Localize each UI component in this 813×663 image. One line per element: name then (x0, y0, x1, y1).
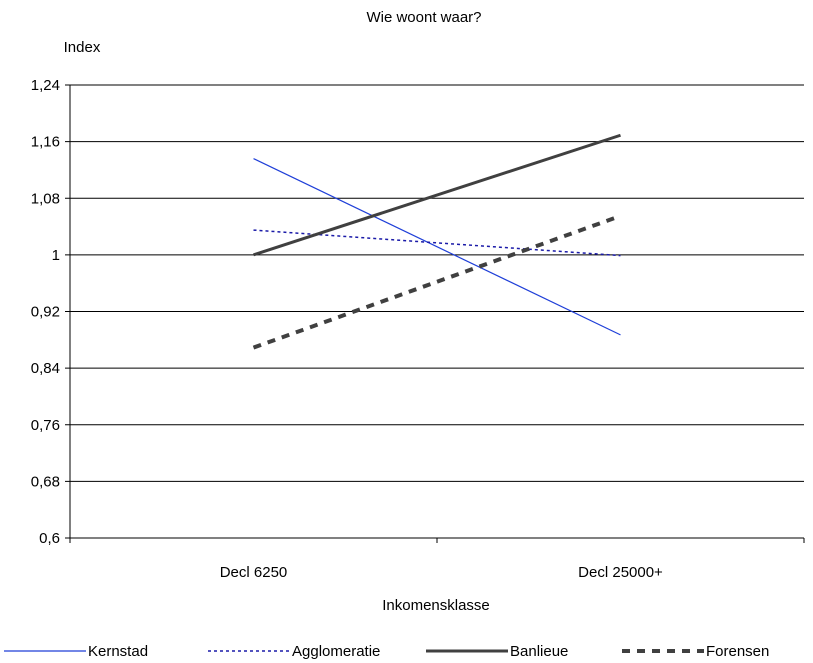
x-tick-label: Decl 25000+ (578, 564, 663, 581)
x-tick-labels: Decl 6250 Decl 25000+ (220, 564, 663, 581)
y-tick-label: 0,6 (39, 530, 60, 547)
legend-label: Banlieue (510, 643, 568, 660)
chart-title: Wie woont waar? (366, 9, 481, 26)
series-line-banlieue (253, 133, 621, 257)
series-line-forensen (252, 214, 622, 350)
x-tick-label: Decl 6250 (220, 564, 288, 581)
axes (65, 84, 805, 543)
y-tick-label: 1,24 (31, 77, 60, 94)
legend: Kernstad Agglomeratie Banlieue Forensen (4, 643, 769, 660)
y-tick-label: 0,92 (31, 304, 60, 321)
series-lines (252, 133, 622, 350)
y-tick-label: 1,08 (31, 190, 60, 207)
series-line-kernstad (253, 158, 621, 336)
gridlines (70, 84, 804, 482)
y-tick-label: 0,84 (31, 360, 60, 377)
legend-label: Forensen (706, 643, 769, 660)
y-axis-label: Index (64, 39, 101, 56)
x-axis-label: Inkomensklasse (382, 597, 490, 614)
legend-label: Agglomeratie (292, 643, 380, 660)
y-tick-label: 0,68 (31, 473, 60, 490)
y-tick-label: 1 (52, 247, 60, 264)
y-tick-label: 0,76 (31, 417, 60, 434)
y-tick-labels: 0,6 0,68 0,76 0,84 0,92 1 1,08 1,16 1,24 (31, 77, 60, 547)
legend-label: Kernstad (88, 643, 148, 660)
y-tick-label: 1,16 (31, 134, 60, 151)
